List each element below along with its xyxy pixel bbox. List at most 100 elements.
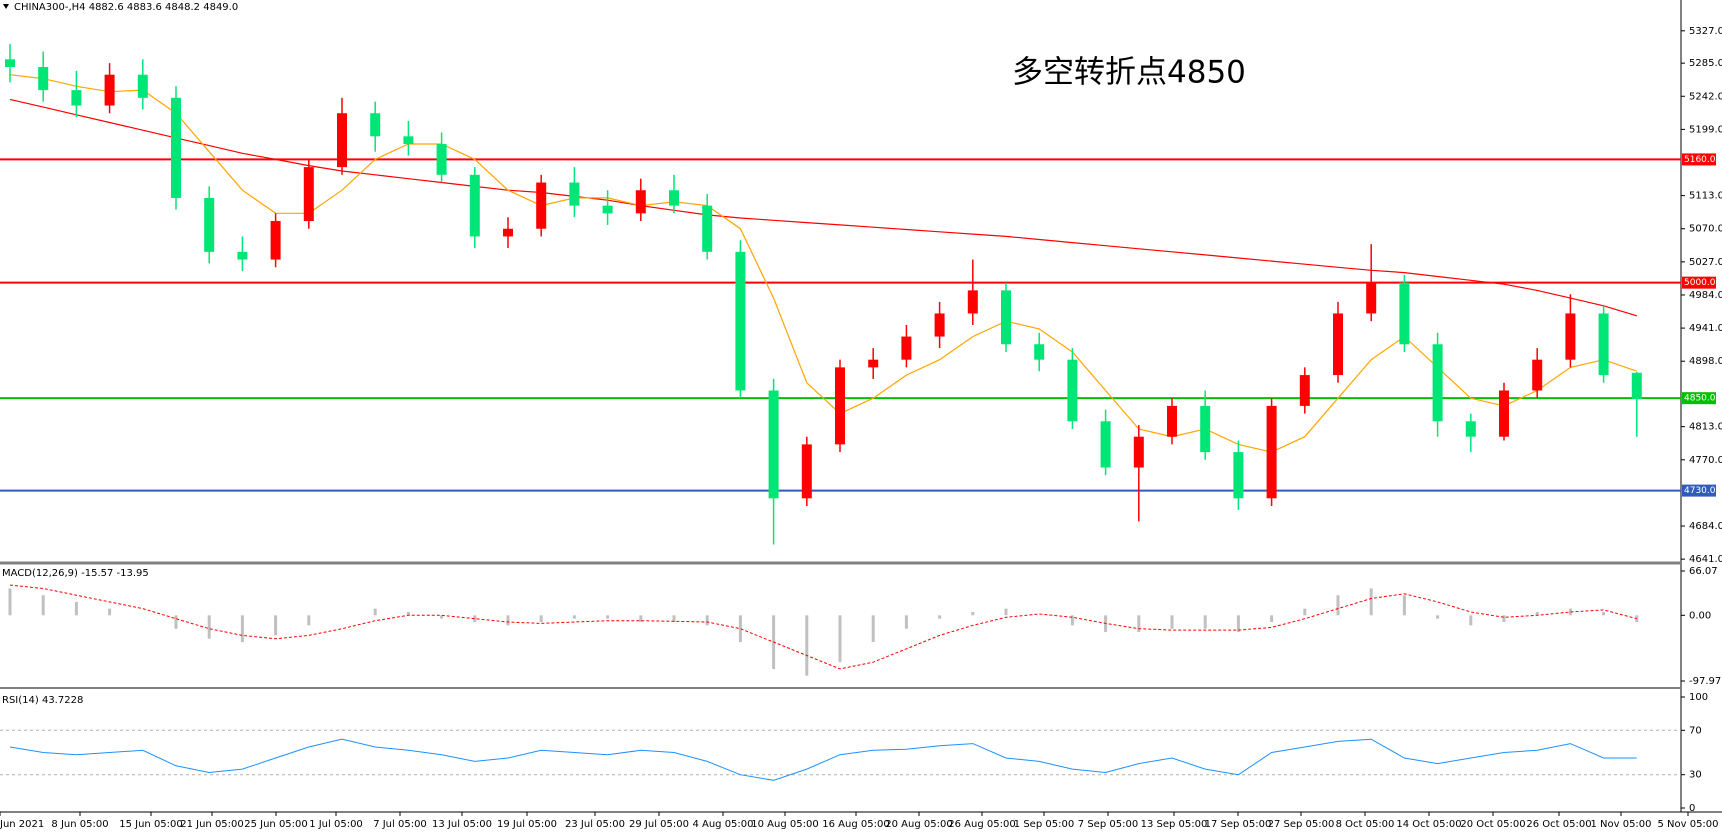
x-tick-label: 8 Oct 05:00: [1336, 819, 1395, 830]
y-tick-label: 66.07: [1689, 566, 1718, 577]
candle-body: [1366, 282, 1377, 314]
candle-body: [1167, 405, 1177, 437]
candle-body: [835, 367, 845, 445]
x-tick-label: 1 Jul 05:00: [309, 819, 363, 830]
candle-body: [38, 67, 49, 91]
x-tick-label: 29 Jul 05:00: [629, 819, 689, 830]
candle-body: [1631, 372, 1642, 399]
y-tick-label: 4984.0: [1689, 290, 1722, 301]
y-tick-label: 5113.0: [1689, 191, 1722, 202]
candle-body: [1598, 313, 1609, 376]
candle-body: [204, 197, 215, 252]
y-tick-label: -97.97: [1689, 676, 1721, 687]
candle-body: [669, 190, 679, 206]
y-tick-label: 5199.0: [1689, 124, 1722, 135]
x-tick-label: 16 Aug 05:00: [822, 819, 889, 830]
x-tick-label: 23 Jul 05:00: [565, 819, 625, 830]
x-tick-label: 7 Sep 05:00: [1078, 819, 1138, 830]
candle-body: [337, 113, 347, 168]
y-tick-label: 5070.0: [1689, 224, 1722, 235]
candle-body: [536, 182, 547, 229]
candle-body: [270, 221, 281, 260]
y-tick-label: 30: [1689, 770, 1702, 781]
y-tick-label: 4770.0: [1689, 455, 1722, 466]
y-tick-label: 100: [1689, 692, 1708, 703]
candle-body: [1200, 405, 1211, 453]
candle-body: [901, 336, 912, 360]
candle-body: [171, 97, 181, 198]
candle-body: [71, 90, 82, 106]
candle-body: [1333, 313, 1343, 376]
y-tick-label: 0: [1689, 803, 1695, 814]
x-tick-label: 19 Jul 05:00: [497, 819, 557, 830]
candle-body: [801, 444, 812, 499]
y-tick-label: 4813.0: [1689, 422, 1722, 433]
candle-body: [104, 74, 115, 106]
x-tick-label: 14 Oct 05:00: [1396, 819, 1461, 830]
level-label: 4730.0: [1684, 486, 1716, 496]
candle-body: [702, 205, 713, 252]
level-label-box: [1682, 153, 1716, 166]
candle-body: [1565, 313, 1576, 360]
candle-body: [370, 113, 381, 137]
y-tick-label: 0.00: [1689, 610, 1711, 621]
candle-body: [1001, 290, 1011, 345]
candle-body: [5, 59, 15, 68]
candle-body: [237, 251, 248, 260]
rsi-title: RSI(14) 43.7228: [2, 695, 83, 706]
y-tick-label: 4941.0: [1689, 323, 1722, 334]
y-tick-label: 5285.0: [1689, 58, 1722, 69]
y-tick-label: 4684.0: [1689, 521, 1722, 532]
candle-body: [1465, 421, 1476, 437]
y-tick-label: 5027.0: [1689, 257, 1722, 268]
candle-body: [1100, 421, 1111, 468]
x-tick-label: 26 Aug 05:00: [948, 819, 1015, 830]
candle-body: [403, 136, 414, 145]
candle-body: [137, 74, 148, 98]
level-label-box: [1682, 392, 1716, 405]
candle-body: [1532, 359, 1543, 391]
annotation: 多空转折点4850: [1012, 55, 1246, 91]
y-tick-label: 70: [1689, 725, 1702, 736]
candle-body: [1133, 436, 1144, 468]
candle-body: [469, 174, 480, 237]
x-tick-label: 10 Aug 05:00: [751, 819, 818, 830]
candle-body: [1067, 359, 1078, 422]
candle-body: [635, 190, 646, 214]
x-tick-label: 7 Jul 05:00: [373, 819, 427, 830]
chart-title: CHINA300-,H4 4882.6 4883.6 4848.2 4849.0: [14, 2, 238, 13]
candle-body: [1399, 282, 1410, 345]
x-tick-label: 4 Aug 05:00: [692, 819, 753, 830]
candle-body: [735, 251, 746, 391]
candle-body: [1299, 375, 1310, 406]
y-tick-label: 4898.0: [1689, 356, 1722, 367]
level-label: 4850.0: [1684, 394, 1716, 404]
x-tick-label: 20 Oct 05:00: [1460, 819, 1525, 830]
candle-body: [503, 228, 513, 237]
x-tick-label: Jun 2021: [0, 819, 44, 830]
candle-body: [1499, 390, 1509, 437]
macd-title: MACD(12,26,9) -15.57 -13.95: [2, 568, 149, 579]
menu-arrow: [3, 4, 9, 9]
x-tick-label: 20 Aug 05:00: [885, 819, 952, 830]
x-tick-label: 15 Jun 05:00: [119, 819, 183, 830]
moving-average: [9, 74, 1637, 453]
x-tick-label: 8 Jun 05:00: [51, 819, 108, 830]
candle-body: [967, 290, 978, 314]
x-tick-label: 21 Jun 05:00: [180, 819, 244, 830]
y-tick-label: 5327.0: [1689, 26, 1722, 37]
x-tick-label: 17 Sep 05:00: [1205, 819, 1272, 830]
x-tick-label: 1 Nov 05:00: [1590, 819, 1651, 830]
x-tick-label: 5 Nov 05:00: [1657, 819, 1718, 830]
x-tick-label: 25 Jun 05:00: [244, 819, 308, 830]
macd-signal: [9, 584, 1637, 670]
candle-body: [1233, 452, 1244, 499]
candle-body: [934, 313, 945, 337]
y-tick-label: 5242.0: [1689, 91, 1722, 102]
rsi-line: [9, 738, 1637, 781]
level-label: 5000.0: [1684, 278, 1716, 288]
candle-body: [303, 167, 314, 222]
